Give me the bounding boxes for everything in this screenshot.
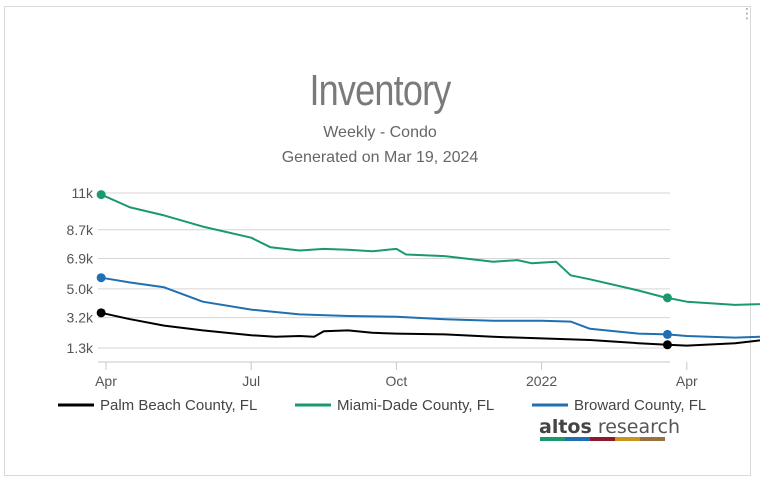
logo-stripe <box>640 437 665 441</box>
series-line-0[interactable] <box>100 262 760 347</box>
logo-stripe <box>565 437 590 441</box>
generated-date: Generated on Mar 19, 2024 <box>281 149 479 166</box>
legend-label: Broward County, FL <box>574 397 706 414</box>
y-tick-label: 5.0k <box>67 281 94 297</box>
series-marker-2[interactable] <box>662 329 672 339</box>
series-marker-1[interactable] <box>96 190 106 200</box>
y-tick-label: 1.3k <box>67 340 94 356</box>
x-tick-label: Oct <box>386 373 408 389</box>
x-tick-label: 2022 <box>526 373 557 389</box>
x-tick-label: Apr <box>676 373 698 389</box>
y-tick-label: 11k <box>71 185 94 201</box>
legend-item-1[interactable]: Miami-Dade County, FL <box>295 397 494 414</box>
legend-item-0[interactable]: Palm Beach County, FL <box>58 397 257 414</box>
series-marker-0[interactable] <box>96 308 106 318</box>
x-tick-label: Apr <box>95 373 117 389</box>
series-marker-1[interactable] <box>662 293 672 303</box>
y-tick-label: 6.9k <box>67 251 94 267</box>
chart-container <box>4 6 751 476</box>
series-marker-0[interactable] <box>662 340 672 350</box>
series-line-2[interactable] <box>101 251 760 339</box>
altos-research-logo: altos research <box>539 416 680 438</box>
x-tick-label: Jul <box>242 373 260 389</box>
series-line-1[interactable] <box>100 193 760 306</box>
y-tick-label: 3.2k <box>67 310 94 326</box>
chart-title: Inventory <box>309 66 451 115</box>
legend-label: Palm Beach County, FL <box>100 397 257 414</box>
logo-stripe <box>590 437 615 441</box>
legend-item-2[interactable]: Broward County, FL <box>532 397 706 414</box>
chart-subtitle: Weekly - Condo <box>323 124 437 141</box>
legend-label: Miami-Dade County, FL <box>337 397 494 414</box>
y-tick-label: 8.7k <box>67 222 94 238</box>
series-marker-2[interactable] <box>96 273 106 283</box>
logo-stripe <box>540 437 565 441</box>
logo-stripe <box>615 437 640 441</box>
